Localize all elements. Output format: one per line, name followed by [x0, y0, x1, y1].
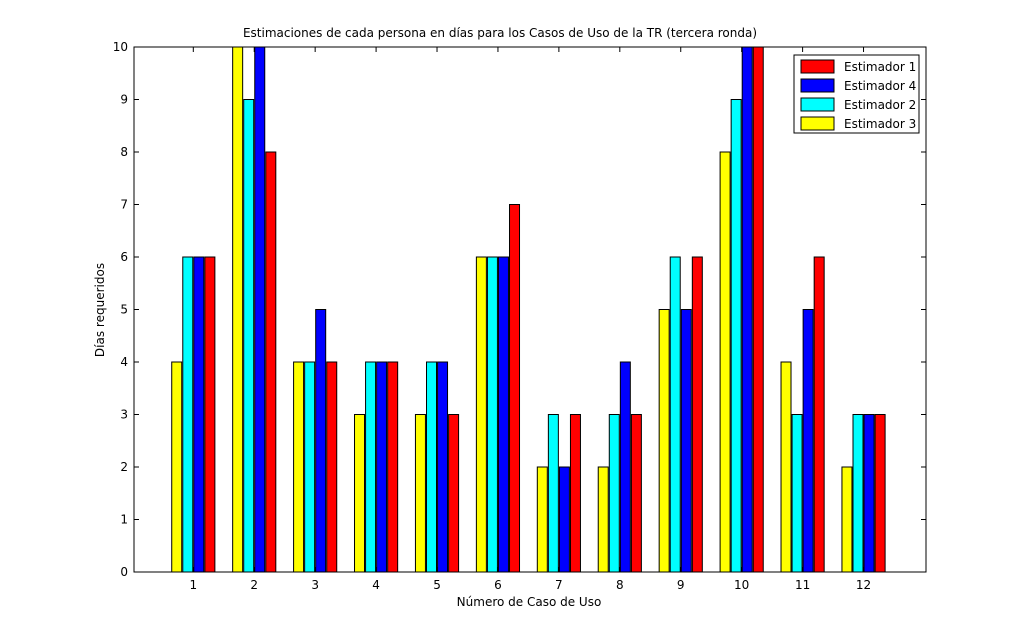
legend-label: Estimador 4: [844, 79, 916, 93]
bar: [326, 361, 338, 573]
legend-swatch: [800, 59, 835, 74]
chart-title: Estimaciones de cada persona en días par…: [243, 26, 757, 40]
x-tick-label: 7: [555, 578, 563, 592]
y-tick-label: 7: [120, 198, 128, 212]
bar: [232, 46, 244, 573]
legend: Estimador 1 Estimador 4 Estimador 2 Estimad…: [793, 54, 920, 134]
bar: [448, 414, 460, 573]
legend-label: Estimador 1: [844, 60, 916, 74]
y-tick-label: 0: [120, 565, 128, 579]
y-tick-label: 3: [120, 408, 128, 422]
x-tick-label: 4: [372, 578, 380, 592]
x-axis-label: Número de Caso de Uso: [457, 595, 602, 609]
bar: [509, 204, 521, 573]
bar: [475, 256, 487, 573]
bar: [791, 414, 803, 573]
bar: [376, 361, 388, 573]
bar: [852, 414, 864, 573]
bar: [354, 414, 366, 573]
x-tick-label: 2: [250, 578, 258, 592]
bar: [569, 414, 581, 573]
y-tick-label: 9: [120, 93, 128, 107]
x-tick-label: 9: [677, 578, 685, 592]
bar: [558, 466, 570, 573]
bar: [863, 414, 875, 573]
bar: [315, 309, 327, 573]
bar: [597, 466, 609, 573]
bar: [630, 414, 642, 573]
bar: [243, 99, 255, 573]
y-tick-label: 8: [120, 145, 128, 159]
bar: [619, 361, 631, 573]
bar: [841, 466, 853, 573]
bar: [780, 361, 792, 573]
bar: [171, 361, 183, 573]
bar: [730, 99, 742, 573]
bar: [691, 256, 703, 573]
bar: [608, 414, 620, 573]
y-tick-label: 10: [113, 40, 128, 54]
bar: [719, 151, 731, 573]
bar: [802, 309, 814, 573]
x-tick-label: 5: [433, 578, 441, 592]
bar: [680, 309, 692, 573]
bar: [254, 46, 266, 573]
bar: [204, 256, 216, 573]
bar: [365, 361, 377, 573]
bar: [193, 256, 205, 573]
bar: [741, 46, 753, 573]
legend-swatch: [800, 116, 835, 131]
y-tick-label: 4: [120, 355, 128, 369]
bar: [414, 414, 426, 573]
bar: [874, 414, 886, 573]
bar: [813, 256, 825, 573]
legend-label: Estimador 3: [844, 117, 916, 131]
bar: [669, 256, 681, 573]
x-tick-label: 11: [795, 578, 810, 592]
bar: [293, 361, 305, 573]
bar: [265, 151, 277, 573]
y-tick-label: 6: [120, 250, 128, 264]
y-tick-label: 1: [120, 513, 128, 527]
bar: [497, 256, 509, 573]
x-tick-label: 12: [856, 578, 871, 592]
x-tick-label: 3: [311, 578, 319, 592]
y-axis-label: Días requeridos: [93, 263, 107, 357]
bar: [547, 414, 559, 573]
bars-layer: [171, 46, 886, 573]
x-tick-label: 1: [189, 578, 197, 592]
x-tick-label: 8: [616, 578, 624, 592]
bar: [658, 309, 670, 573]
bar: [426, 361, 437, 573]
x-tick-label: 10: [734, 578, 749, 592]
bar: [752, 46, 764, 573]
bar: [182, 256, 194, 573]
bar: [486, 256, 498, 573]
bar: [304, 361, 316, 573]
bar: [536, 466, 548, 573]
legend-label: Estimador 2: [844, 98, 916, 112]
bar: [387, 361, 399, 573]
bar: [437, 361, 449, 573]
legend-swatch: [800, 97, 835, 112]
y-tick-label: 5: [120, 303, 128, 317]
y-tick-label: 2: [120, 460, 128, 474]
x-tick-label: 6: [494, 578, 502, 592]
legend-swatch: [800, 78, 835, 93]
